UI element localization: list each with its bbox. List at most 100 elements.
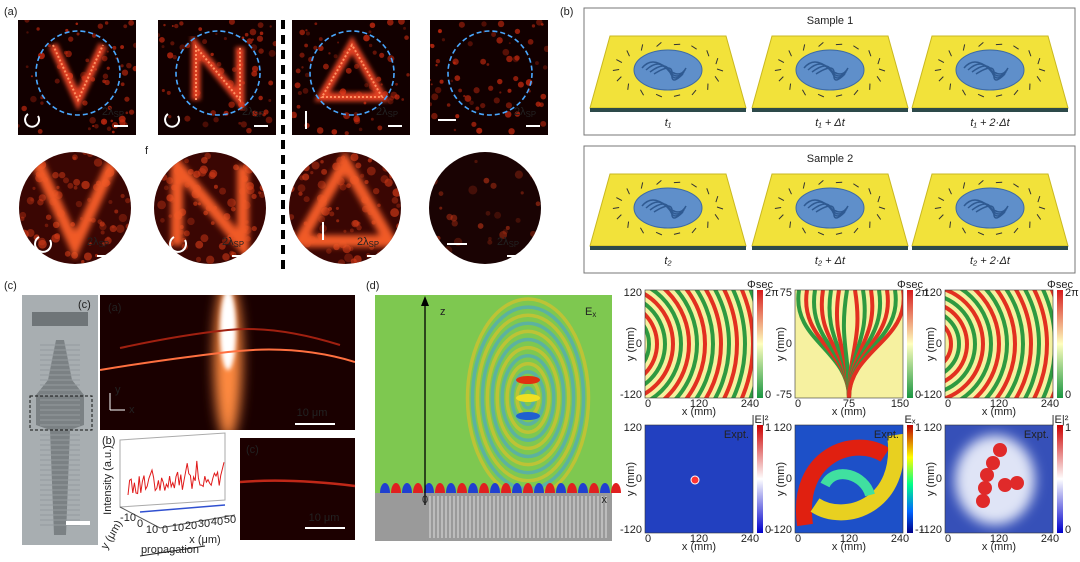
speckle <box>297 90 302 96</box>
disc-ripple <box>975 67 1006 81</box>
nano-slit <box>655 93 663 98</box>
speckle <box>213 116 219 123</box>
nano-slit <box>949 83 952 90</box>
nano-slit <box>691 45 697 50</box>
tick-label: -120 <box>770 524 792 536</box>
speckle <box>314 22 318 26</box>
nano-slit <box>673 94 681 97</box>
speckle <box>106 66 110 70</box>
colorbar-label: 2π <box>765 287 779 299</box>
surface-wave <box>523 483 533 493</box>
speckle <box>38 237 46 246</box>
speckle <box>430 177 438 185</box>
nano-slit <box>778 76 784 82</box>
speckle <box>184 158 189 164</box>
wavefront <box>465 297 591 493</box>
speckle <box>450 79 454 83</box>
speckle <box>227 198 236 208</box>
speckle <box>107 105 112 110</box>
nano-slit <box>627 83 630 90</box>
axis-label: Intensity (a.u.) <box>102 445 114 515</box>
nano-slit <box>715 57 719 65</box>
speckle <box>430 43 435 49</box>
speckle <box>65 28 69 33</box>
speckle <box>513 75 519 82</box>
map-image <box>645 290 753 398</box>
speckle <box>488 85 494 91</box>
colorbar-label: 0 <box>915 389 921 401</box>
colorbar <box>757 425 763 533</box>
nano-slit <box>640 44 644 51</box>
speckle <box>124 242 131 251</box>
phase-stripe <box>983 290 1009 398</box>
speckle <box>161 253 169 261</box>
polarization-icon <box>24 113 41 128</box>
wavefront <box>485 329 571 467</box>
speckle <box>204 152 212 160</box>
nano-slit <box>938 76 944 82</box>
speckle <box>65 55 68 58</box>
axis-label: y (mm) <box>625 327 637 361</box>
surface-wave <box>391 483 401 493</box>
map-image <box>645 425 753 533</box>
speckle <box>331 129 338 135</box>
surface-wave <box>402 483 412 493</box>
speckle <box>377 125 383 131</box>
speckle <box>372 50 377 55</box>
nano-slit <box>817 93 825 98</box>
speckle <box>163 23 166 27</box>
speckle <box>384 178 393 187</box>
main-text: 2λ <box>242 106 254 118</box>
speckle <box>356 224 362 231</box>
nano-slit <box>977 93 985 98</box>
speckle <box>299 29 306 36</box>
speckle <box>326 248 332 254</box>
speckle <box>198 27 203 31</box>
speckle <box>318 37 323 41</box>
intensity-trace <box>127 460 225 496</box>
speckle <box>160 218 165 223</box>
speckle <box>261 244 266 249</box>
speckle <box>485 210 491 216</box>
speckle <box>64 250 71 257</box>
speckle <box>42 152 46 156</box>
phase-stripe <box>649 290 683 398</box>
speckle <box>102 242 106 246</box>
speckle <box>305 29 308 32</box>
speckle <box>435 64 438 67</box>
nano-slit <box>778 197 785 202</box>
speckle <box>262 240 266 244</box>
surface-wave <box>611 483 621 493</box>
speckle <box>430 245 439 253</box>
speckle <box>87 127 91 131</box>
nano-slit <box>948 50 952 57</box>
speckle <box>483 177 490 184</box>
sub-label: Ex <box>585 306 596 319</box>
speckle <box>430 78 432 82</box>
speckle <box>437 29 443 34</box>
axis-label: x (mm) <box>982 406 1016 418</box>
speckle <box>63 50 68 55</box>
speckle <box>26 229 35 237</box>
main-text: 2λ <box>87 236 99 248</box>
speckle <box>210 52 214 57</box>
speckle <box>502 48 510 56</box>
pattern-glow <box>32 160 118 260</box>
speckle <box>111 130 115 134</box>
speckle <box>360 173 365 178</box>
main-text: 2λ <box>514 106 526 118</box>
speckle <box>54 78 60 84</box>
speckle <box>101 55 108 62</box>
speckle <box>193 201 198 206</box>
nano-slit <box>716 68 724 72</box>
speckle <box>30 95 37 103</box>
speckle <box>370 156 374 160</box>
nano-slit <box>802 182 806 189</box>
polarization-icon <box>164 113 181 128</box>
speckle <box>89 117 96 124</box>
speckle <box>431 93 439 101</box>
nano-slit <box>616 76 622 82</box>
colorbar-label: 1 <box>1065 422 1071 434</box>
nano-slit <box>802 227 806 234</box>
speckle <box>520 191 524 195</box>
